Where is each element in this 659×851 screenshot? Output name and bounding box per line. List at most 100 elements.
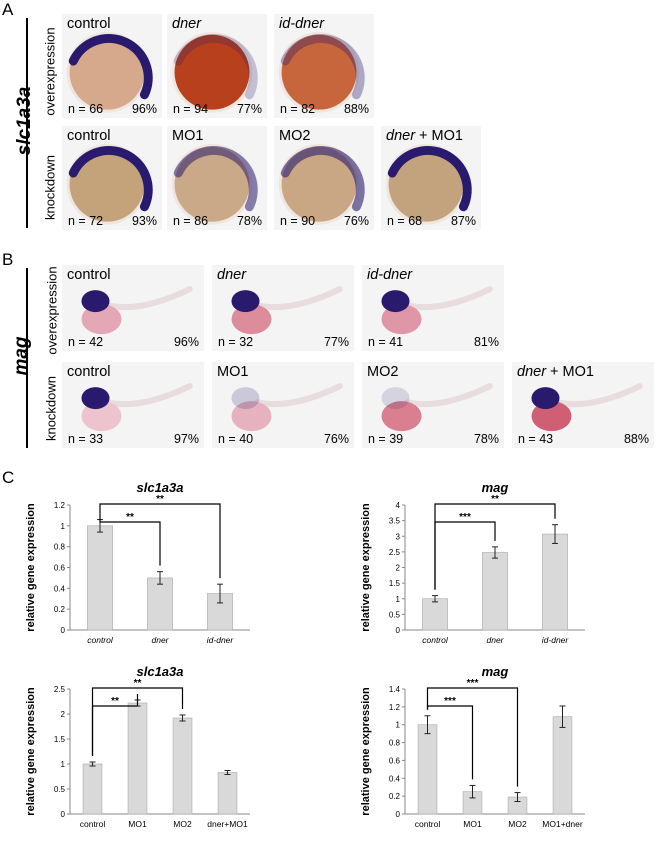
divider-line-a — [26, 18, 28, 228]
y-tick-label: 0.4 — [389, 774, 401, 783]
embryo-tail — [254, 286, 343, 311]
condition-label: dner — [172, 16, 201, 32]
sample-count: n = 43 — [518, 432, 554, 446]
embryo-yolk — [281, 146, 357, 222]
embryo-image-control: control n = 72 93% — [62, 126, 162, 230]
significance-bracket-1 — [91, 687, 184, 756]
percentage: 93% — [131, 214, 157, 228]
condition-label: control — [67, 364, 111, 380]
y-tick-label: 3.5 — [389, 517, 401, 526]
significance-label: *** — [467, 678, 479, 689]
y-tick-label: 1.4 — [389, 685, 401, 694]
y-tick-label: 0.6 — [389, 756, 401, 765]
x-tick-label: MO1+dner — [542, 819, 583, 829]
x-tick-label: dner — [486, 635, 504, 645]
embryo-drawing — [278, 143, 365, 225]
y-tick-label: 1.5 — [389, 579, 401, 588]
sample-count: n = 72 — [68, 214, 104, 228]
stain-signal — [81, 290, 110, 313]
chart-slc1a3a-knockdown: slc1a3a relative gene expression 0 0.5 1 1.5 2… — [15, 662, 315, 847]
y-tick-label: 2.5 — [54, 685, 66, 694]
embryo-yolk — [69, 146, 145, 222]
y-tick-label: 2 — [61, 710, 66, 719]
condition-label-part: control — [67, 364, 111, 380]
x-tick-label: dner — [151, 635, 169, 645]
embryo-image-mo1: MO1 n = 40 76% — [212, 362, 354, 448]
condition-label: MO1 — [217, 364, 248, 380]
condition-label-part: id-dner — [367, 267, 413, 283]
y-tick-label: 0.4 — [54, 584, 66, 593]
y-tick-label: 0.5 — [389, 610, 401, 619]
y-tick-label: 0 — [61, 810, 66, 819]
condition-label-part: dner — [172, 16, 202, 32]
percentage: 76% — [343, 214, 369, 228]
percentage: 88% — [623, 432, 649, 446]
embryo-tail — [104, 286, 193, 311]
embryo-drawing — [171, 31, 258, 113]
y-tick-label: 1 — [396, 595, 401, 604]
row-label-overexpression-a: overexpression — [42, 27, 58, 116]
sample-count: n = 94 — [173, 102, 209, 116]
embryo-drawing — [81, 286, 193, 335]
sample-count: n = 66 — [68, 102, 104, 116]
embryo-drawing — [381, 286, 493, 335]
stain-signal — [381, 290, 410, 313]
y-tick-label: 1 — [396, 721, 401, 730]
condition-label: MO1 — [172, 128, 203, 144]
x-tick-label: dner+MO1 — [207, 819, 248, 829]
panel-letter-c: C — [2, 468, 15, 487]
condition-label: control — [67, 16, 111, 32]
sample-count: n = 40 — [218, 432, 254, 446]
y-tick-label: 1 — [61, 522, 66, 531]
bar-0 — [87, 525, 113, 631]
embryo-drawing — [278, 31, 365, 113]
embryo-tail — [554, 383, 643, 408]
embryo-drawing — [531, 383, 643, 432]
bar-3 — [217, 772, 238, 815]
row-label-knockdown-a: knockdown — [42, 154, 58, 221]
condition-label: id-dner — [279, 16, 324, 32]
stain-signal — [173, 146, 258, 212]
significance-label: ** — [156, 494, 164, 505]
condition-label-part: + MO1 — [546, 364, 594, 380]
y-tick-label: 0.5 — [54, 785, 66, 794]
x-tick-label: id-dner — [542, 635, 570, 645]
chart-svg: slc1a3a relative gene expression 0 0.5 1 1.5 2… — [25, 664, 250, 829]
chart-mag-overexpression: mag relative gene expression 0 0.5 1 1.5 2 2.5 3… — [350, 478, 650, 663]
condition-label-part: MO1 — [172, 128, 204, 144]
x-tick-label: MO1 — [463, 819, 482, 829]
significance-label: ** — [134, 678, 142, 689]
embryo-image-control: control n = 42 96% — [62, 265, 204, 351]
embryo-drawing — [231, 383, 343, 432]
embryo-image-control: control n = 33 97% — [62, 362, 204, 448]
condition-label-part: dner — [517, 364, 547, 380]
significance-bracket-1 — [426, 687, 519, 787]
stain-signal — [531, 387, 560, 410]
embryo-image-id-dner: id-dner n = 82 88% — [274, 14, 374, 118]
significance-label: ** — [111, 696, 119, 707]
percentage: 88% — [343, 102, 369, 116]
bar-0 — [422, 598, 448, 631]
y-tick-label: 0.8 — [389, 739, 401, 748]
gene-label-mag: mag — [11, 336, 32, 376]
bar-2 — [172, 717, 193, 815]
x-tick-label: control — [80, 819, 106, 829]
y-tick-label: 4 — [396, 501, 401, 510]
embryo-drawing — [171, 143, 258, 225]
embryo-drawing — [81, 383, 193, 432]
chart-mag-knockdown: mag relative gene expression 0 0.2 0.4 0.6 0.8… — [350, 662, 650, 847]
stain-signal — [173, 34, 258, 100]
condition-label-part: MO1 — [217, 364, 249, 380]
percentage: 96% — [131, 102, 157, 116]
y-tick-label: 0.6 — [54, 564, 66, 573]
stain-signal — [387, 146, 472, 212]
y-tick-label: 0 — [61, 626, 66, 635]
y-tick-label: 0 — [396, 810, 401, 819]
condition-label-part: + MO1 — [415, 128, 463, 144]
sample-count: n = 68 — [387, 214, 423, 228]
chart-svg: slc1a3a relative gene expression 0 0.2 0.4 0.… — [25, 480, 250, 645]
embryo-tail — [404, 383, 493, 408]
stain-signal — [81, 387, 110, 410]
chart-svg: mag relative gene expression 0 0.2 0.4 0.6 0.8… — [360, 664, 585, 829]
chart-slc1a3a-overexpression: slc1a3a relative gene expression 0 0.2 0.4 0.… — [15, 478, 315, 663]
